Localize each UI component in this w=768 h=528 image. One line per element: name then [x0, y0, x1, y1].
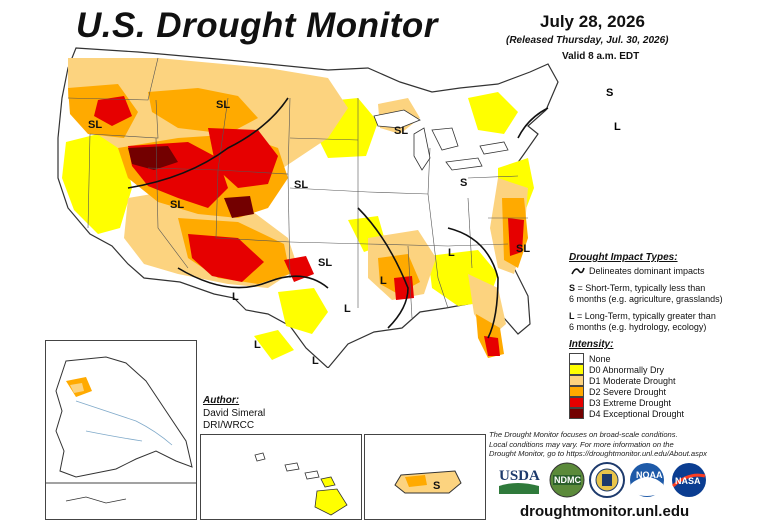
- intensity-label: D4 Exceptional Drought: [589, 408, 685, 419]
- impact-l-text: = Long-Term, typically greater than: [574, 311, 716, 321]
- intensity-label: None: [589, 353, 611, 364]
- conus-drought-map: SL SL SL S L SL SL S SL L L L SL L L L: [57, 47, 559, 368]
- puerto-rico-shape: [394, 470, 462, 494]
- svg-text:USDA: USDA: [499, 468, 540, 484]
- swatch-d0: [569, 364, 584, 375]
- intensity-label: D3 Extreme Drought: [589, 397, 672, 408]
- hawaii-island-molokai: [304, 470, 320, 480]
- impact-label: S: [433, 480, 440, 492]
- doc-seal-logo: [589, 462, 625, 498]
- intensity-row: D0 Abnormally Dry: [569, 364, 684, 375]
- author-name: David Simeral: [203, 408, 266, 419]
- disclaimer-note: The Drought Monitor focuses on broad-sca…: [489, 430, 759, 459]
- impact-label: SL: [516, 243, 530, 255]
- impact-label: L: [448, 247, 455, 259]
- hawaii-island-oahu: [284, 462, 300, 472]
- intensity-legend-heading: Intensity:: [569, 339, 614, 350]
- impact-s-description: S = Short-Term, typically less than: [569, 283, 705, 294]
- noaa-logo: NOAA: [630, 463, 664, 497]
- impact-s-description-2: 6 months (e.g. agriculture, grasslands): [569, 294, 723, 304]
- swatch-d2: [569, 386, 584, 397]
- intensity-row: D2 Severe Drought: [569, 386, 684, 397]
- intensity-label: D2 Severe Drought: [589, 386, 667, 397]
- impact-l-key: L: [569, 311, 575, 321]
- impact-line-symbol: [571, 267, 585, 275]
- website-url: droughtmonitor.unl.edu: [520, 503, 690, 520]
- intensity-row: D4 Exceptional Drought: [569, 408, 684, 419]
- impact-s-key: S: [569, 283, 576, 293]
- impact-label: SL: [394, 125, 408, 137]
- impact-l-description-2: 6 months (e.g. hydrology, ecology): [569, 322, 707, 332]
- valid-time: Valid 8 a.m. EDT: [562, 51, 640, 62]
- agency-logos: USDA NDMC NOAA NASA: [499, 462, 706, 498]
- alaska-inset: [45, 340, 197, 520]
- svg-text:NOAA: NOAA: [636, 470, 663, 480]
- author-org: DRI/WRCC: [203, 420, 255, 431]
- swatch-none: [569, 353, 584, 364]
- impact-label: SL: [170, 199, 184, 211]
- swatch-d1: [569, 375, 584, 386]
- usda-logo: USDA: [499, 468, 540, 494]
- impact-label: L: [380, 275, 387, 287]
- nasa-logo: NASA: [672, 463, 706, 497]
- alaska-rivers: [75, 400, 173, 446]
- intensity-row: D3 Extreme Drought: [569, 397, 684, 408]
- impact-label: L: [254, 339, 261, 351]
- intensity-label: D0 Abnormally Dry: [589, 364, 665, 375]
- svg-text:NDMC: NDMC: [554, 475, 581, 485]
- hawaii-island-big: [314, 488, 348, 516]
- release-date: (Released Thursday, Jul. 30, 2026): [506, 35, 669, 46]
- impact-label: SL: [216, 99, 230, 111]
- author-heading: Author:: [203, 395, 240, 406]
- impact-label: SL: [318, 257, 332, 269]
- impact-boundaries: [127, 97, 549, 339]
- note-line: Drought Monitor, go to https://droughtmo…: [489, 449, 707, 458]
- aleutian-islands: [65, 496, 127, 504]
- alaska-d1-area: [70, 383, 84, 393]
- ndmc-logo: NDMC: [549, 462, 585, 498]
- impact-label: L: [232, 291, 239, 303]
- intensity-label: D1 Moderate Drought: [589, 375, 676, 386]
- impact-line-description: Delineates dominant impacts: [589, 266, 705, 276]
- impact-s-text: = Short-Term, typically less than: [575, 283, 706, 293]
- swatch-d3: [569, 397, 584, 408]
- puerto-rico-inset: S: [364, 434, 486, 520]
- impact-label: S: [606, 87, 614, 99]
- intensity-legend: None D0 Abnormally Dry D1 Moderate Droug…: [569, 353, 684, 419]
- great-lakes: [373, 109, 509, 171]
- map-title: U.S. Drought Monitor: [76, 6, 438, 45]
- impact-labels: SL SL SL S L SL SL S SL L L L SL L L L: [88, 99, 530, 367]
- impact-label: SL: [294, 179, 308, 191]
- impact-label: L: [312, 355, 319, 367]
- hawaii-island-maui: [320, 476, 336, 488]
- impact-label: L: [614, 121, 621, 133]
- impact-legend-heading: Drought Impact Types:: [569, 252, 678, 263]
- intensity-row: D1 Moderate Drought: [569, 375, 684, 386]
- d4-areas: [128, 146, 254, 218]
- puerto-rico-d2-area: [405, 475, 427, 487]
- note-line: The Drought Monitor focuses on broad-sca…: [489, 430, 678, 439]
- intensity-row: None: [569, 353, 684, 364]
- svg-text:NASA: NASA: [675, 476, 701, 486]
- hawaii-inset: [200, 434, 362, 520]
- state-borders: [67, 57, 528, 319]
- impact-label: SL: [88, 119, 102, 131]
- note-line: Local conditions may vary. For more info…: [489, 439, 674, 449]
- impact-l-description: L = Long-Term, typically greater than: [569, 311, 716, 322]
- impact-label: S: [460, 177, 467, 189]
- impact-label: L: [344, 303, 351, 315]
- map-date: July 28, 2026: [540, 12, 645, 31]
- hawaii-island-kauai: [254, 452, 266, 462]
- swatch-d4: [569, 408, 584, 419]
